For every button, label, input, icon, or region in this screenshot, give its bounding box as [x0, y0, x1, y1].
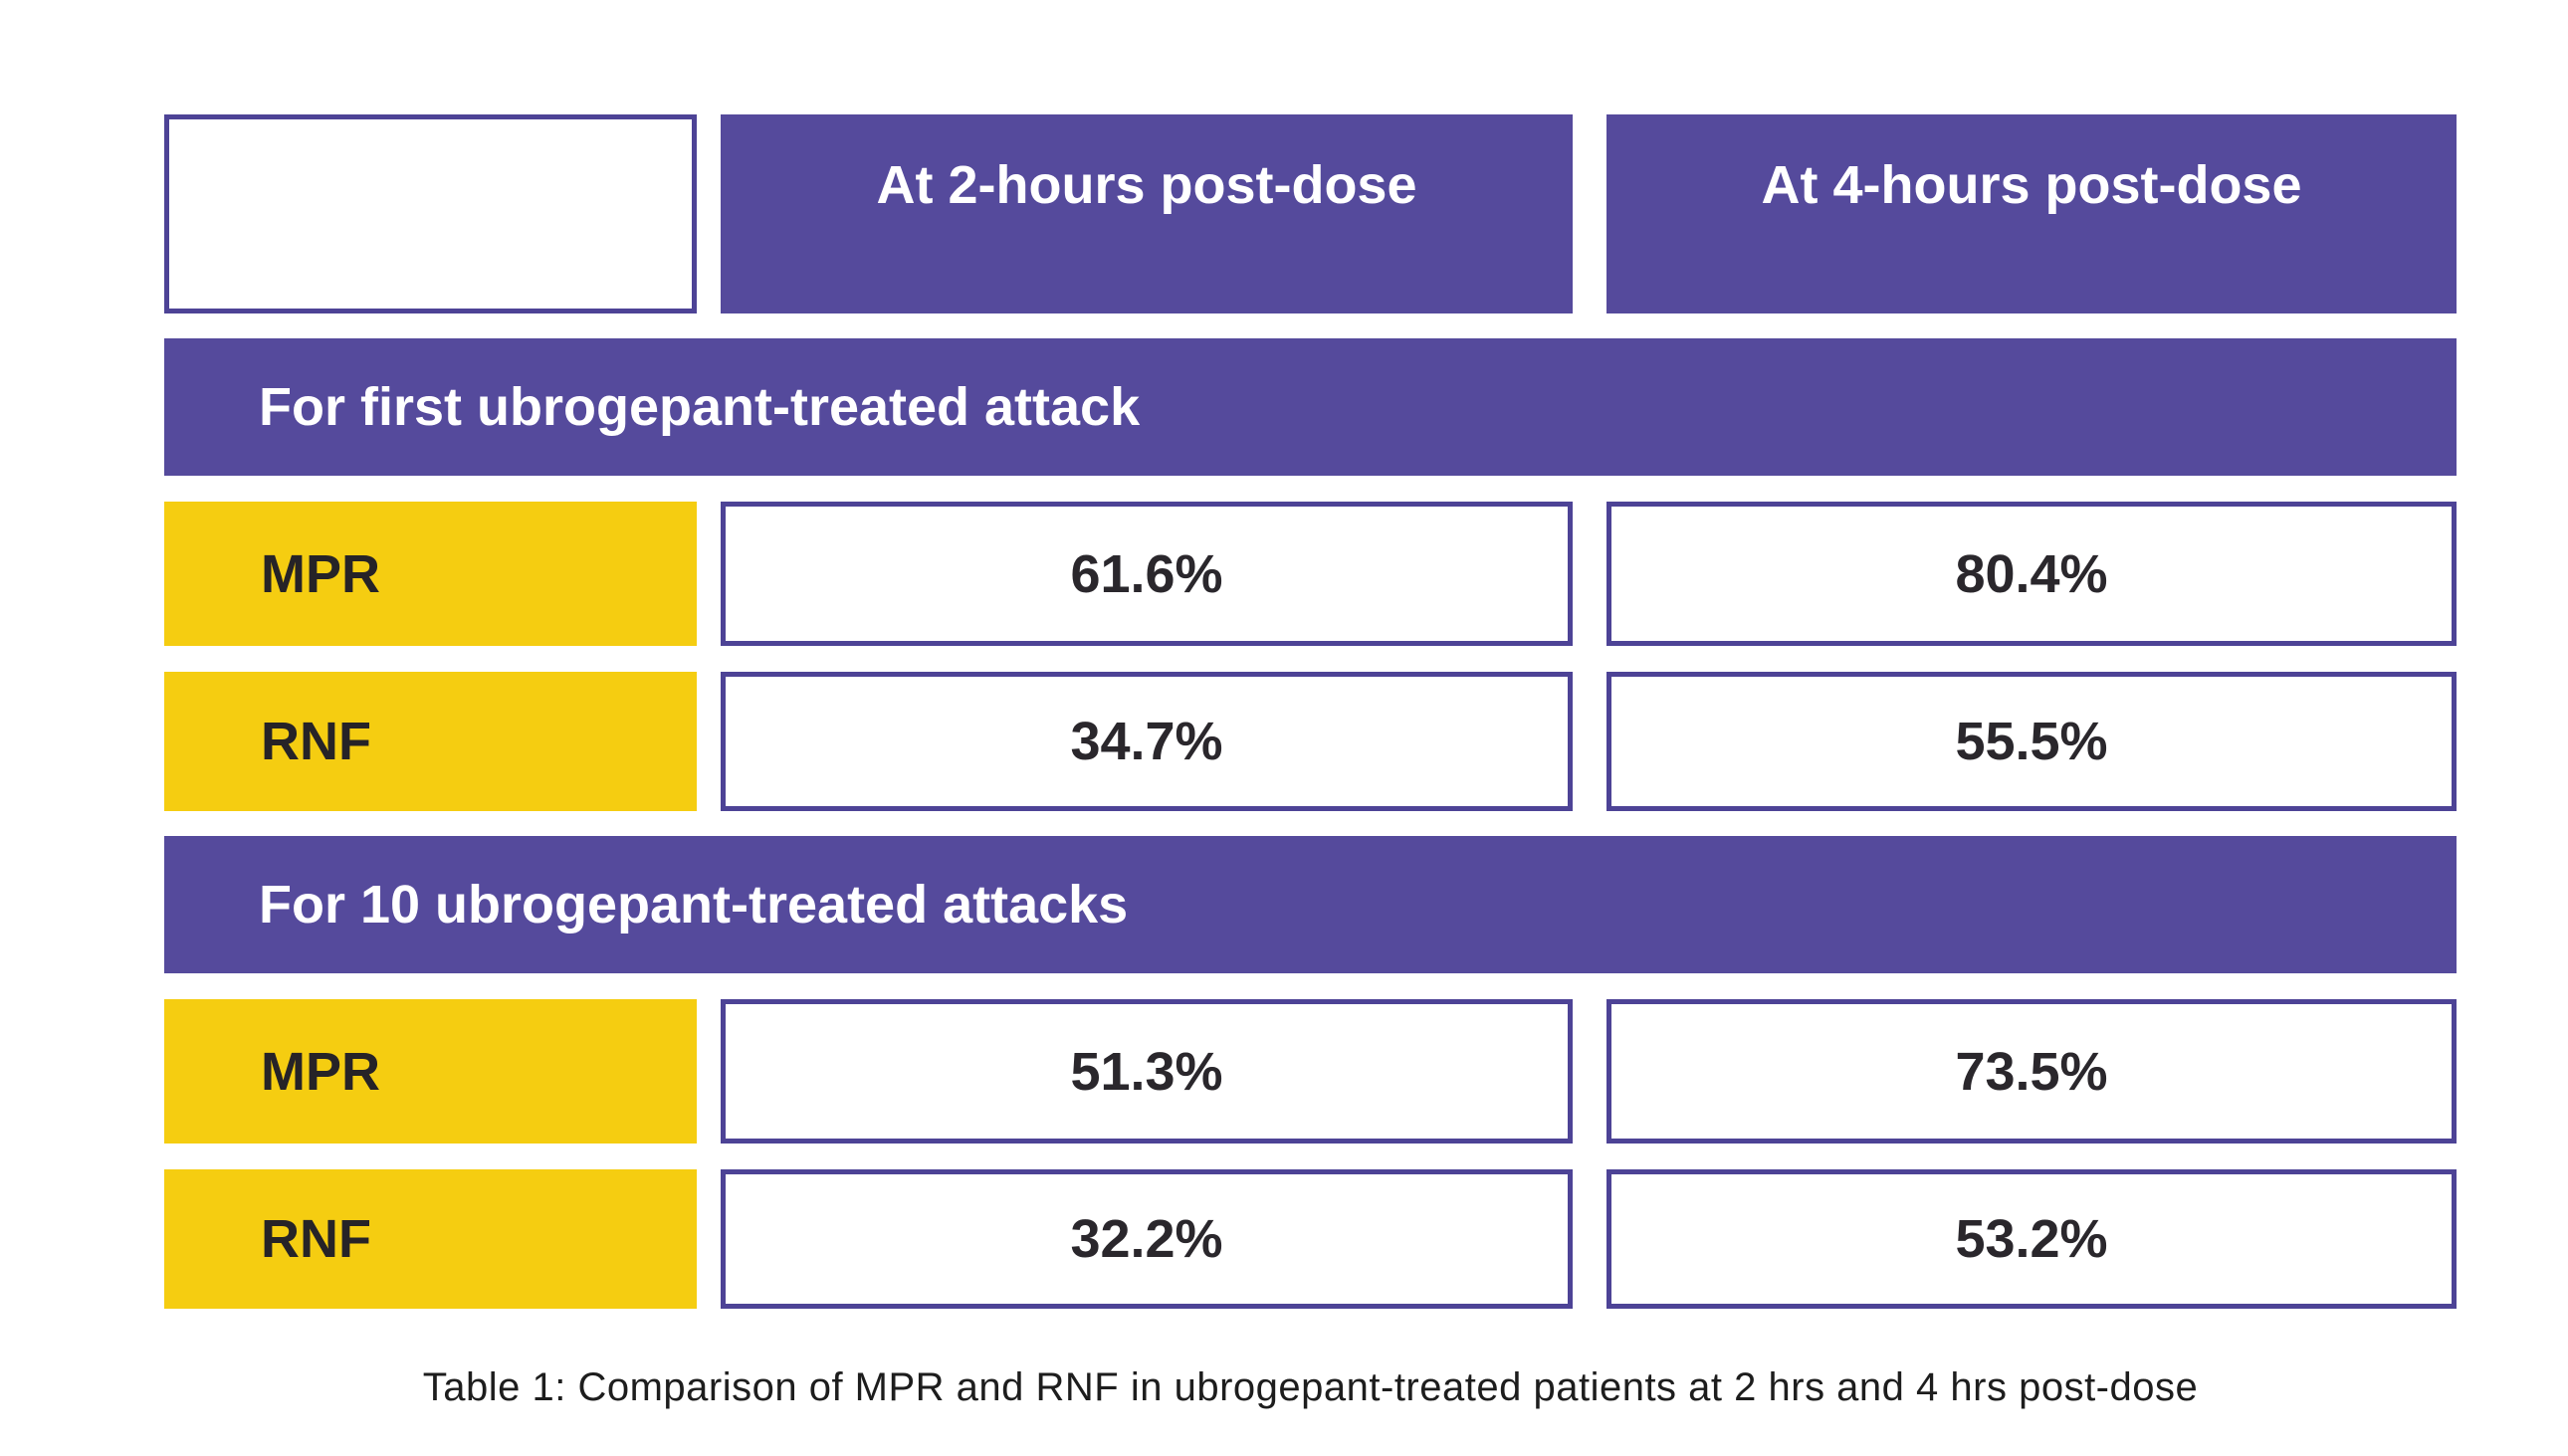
table-row-mpr-first: MPR 61.6% 80.4% — [164, 502, 2457, 646]
value-cell-2h: 61.6% — [721, 502, 1573, 646]
table-row-mpr-ten: MPR 51.3% 73.5% — [164, 999, 2457, 1144]
column-header-4h-label: At 4-hours post-dose — [1761, 155, 2302, 215]
value-cell-2h: 51.3% — [721, 999, 1573, 1144]
value-text: 32.2% — [1070, 1209, 1223, 1269]
row-label: MPR — [261, 1041, 380, 1102]
section-header-first-attack-label: For first ubrogepant-treated attack — [259, 377, 1141, 437]
value-text: 80.4% — [1955, 543, 2108, 604]
column-header-2h: At 2-hours post-dose — [721, 114, 1573, 313]
value-text: 61.6% — [1070, 543, 1223, 604]
value-cell-2h: 32.2% — [721, 1169, 1573, 1309]
row-label-cell: RNF — [164, 1169, 697, 1309]
value-cell-2h: 34.7% — [721, 672, 1573, 811]
header-row: At 2-hours post-dose At 4-hours post-dos… — [164, 114, 2457, 313]
value-cell-4h: 55.5% — [1606, 672, 2457, 811]
value-text: 53.2% — [1955, 1209, 2108, 1269]
value-text: 73.5% — [1955, 1041, 2108, 1102]
row-label-cell: MPR — [164, 999, 697, 1144]
row-label-cell: RNF — [164, 672, 697, 811]
value-text: 51.3% — [1070, 1041, 1223, 1102]
row-label: RNF — [261, 1209, 371, 1269]
corner-empty-cell — [164, 114, 697, 313]
comparison-table: At 2-hours post-dose At 4-hours post-dos… — [164, 114, 2457, 1410]
column-header-2h-label: At 2-hours post-dose — [876, 155, 1417, 215]
value-text: 55.5% — [1955, 712, 2108, 771]
value-cell-4h: 53.2% — [1606, 1169, 2457, 1309]
table-row-rnf-first: RNF 34.7% 55.5% — [164, 672, 2457, 811]
value-cell-4h: 73.5% — [1606, 999, 2457, 1144]
row-label: MPR — [261, 543, 380, 604]
section-header-ten-attacks-label: For 10 ubrogepant-treated attacks — [259, 875, 1129, 935]
row-label-cell: MPR — [164, 502, 697, 646]
section-header-ten-attacks: For 10 ubrogepant-treated attacks — [164, 836, 2457, 973]
column-header-4h: At 4-hours post-dose — [1606, 114, 2457, 313]
table-row-rnf-ten: RNF 32.2% 53.2% — [164, 1169, 2457, 1309]
row-label: RNF — [261, 712, 371, 771]
table-caption: Table 1: Comparison of MPR and RNF in ub… — [422, 1365, 2199, 1409]
section-header-first-attack: For first ubrogepant-treated attack — [164, 338, 2457, 476]
value-cell-4h: 80.4% — [1606, 502, 2457, 646]
value-text: 34.7% — [1070, 712, 1223, 771]
